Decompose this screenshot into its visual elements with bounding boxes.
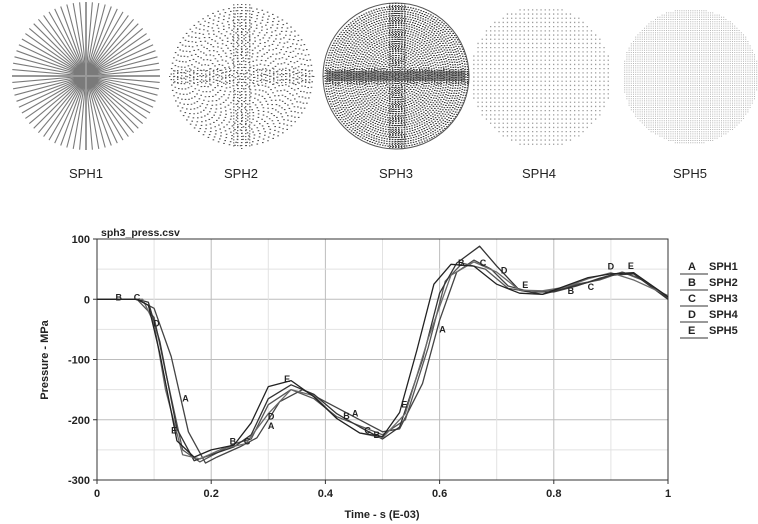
series-line-sph5 [97,263,669,458]
curve-marker-d: D [268,412,275,422]
curve-marker-a: A [439,324,446,334]
curve-marker-a: A [182,394,189,404]
x-axis-title: Time - s (E-03) [345,509,420,521]
curve-marker-e: E [522,280,528,290]
curve-marker-b: B [374,430,381,440]
sph3-equator-band [327,71,465,81]
sph1-label: SPH1 [69,166,103,181]
curve-marker-b: B [343,411,350,421]
curve-marker-c: C [134,292,141,302]
x-tick-label: 0.8 [546,488,561,500]
curve-marker-a: A [352,409,359,419]
chart-grid [96,238,669,481]
legend-marker: A [688,261,696,273]
data-series [97,245,669,464]
y-axis-title: Pressure - MPa [39,319,51,399]
curve-marker-e: E [171,426,177,436]
curve-marker-c: C [364,426,371,436]
curve-marker-c: C [480,258,487,268]
sph3-label: SPH3 [379,166,413,181]
legend: A SPH1 B SPH2 C SPH3 D SPH4 E SPH5 [680,261,739,339]
curve-marker-a: A [268,421,275,431]
sph3-outline [322,2,470,150]
sph2-label: SPH2 [224,166,258,181]
curve-marker-e: E [628,261,634,271]
x-tick-label: 0 [94,488,100,500]
sph2-sparse-dots-sphere [169,4,315,149]
sph4-label: SPH4 [522,166,556,181]
legend-series-name: SPH4 [709,309,739,321]
curve-marker-e: E [284,374,290,384]
sph5-particles [624,10,758,144]
legend-series-name: SPH5 [709,325,738,337]
curve-marker-d: D [153,318,160,328]
y-tick-label: 0 [84,294,90,306]
curve-marker-c: C [588,282,595,292]
x-tick-label: 0.6 [432,488,447,500]
sph1-radial-lines-sphere [12,2,160,150]
series-line-sph3 [97,245,669,462]
curve-marker-b: B [458,258,465,268]
x-axis-ticks: 0 0.2 0.4 0.6 0.8 1 [94,480,671,500]
x-tick-label: 1 [665,488,671,500]
y-tick-label: -100 [68,355,90,367]
pressure-time-chart: sph3_press.csv 0 0.2 0.4 0.6 0.8 1 100 0 -100 -2… [39,227,739,521]
sph5-label: SPH5 [673,166,707,181]
chart-title: sph3_press.csv [101,227,180,239]
curve-marker-b: B [115,292,122,302]
y-tick-label: -200 [68,415,90,427]
curve-marker-d: D [501,265,508,275]
curve-marker-b: B [568,286,575,296]
legend-marker: D [688,309,696,321]
sph4-particles [473,9,609,145]
legend-marker: C [688,293,696,305]
legend-marker: B [688,277,696,289]
curve-marker-d: D [608,262,615,272]
x-tick-label: 0.4 [318,488,334,500]
legend-series-name: SPH3 [709,293,738,305]
sph2-particles [169,4,315,149]
y-axis-ticks: 100 0 -100 -200 -300 [68,234,97,487]
sph5-fine-grid-sphere [624,10,758,144]
legend-series-name: SPH2 [709,277,738,289]
curve-marker-b: B [230,436,237,446]
legend-marker: E [688,325,695,337]
y-tick-label: 100 [72,234,90,246]
x-tick-label: 0.2 [204,488,219,500]
y-tick-label: -300 [68,475,90,487]
curve-marker-e: E [401,400,407,410]
legend-series-name: SPH1 [709,261,738,273]
sph3-dense-dots-sphere [322,2,470,150]
sphere-discretization-panel: SPH1 SPH2 SPH3 SPH4 SPH5 [12,2,758,181]
curve-marker-c: C [244,436,251,446]
sph4-grid-dots-sphere [473,9,609,145]
